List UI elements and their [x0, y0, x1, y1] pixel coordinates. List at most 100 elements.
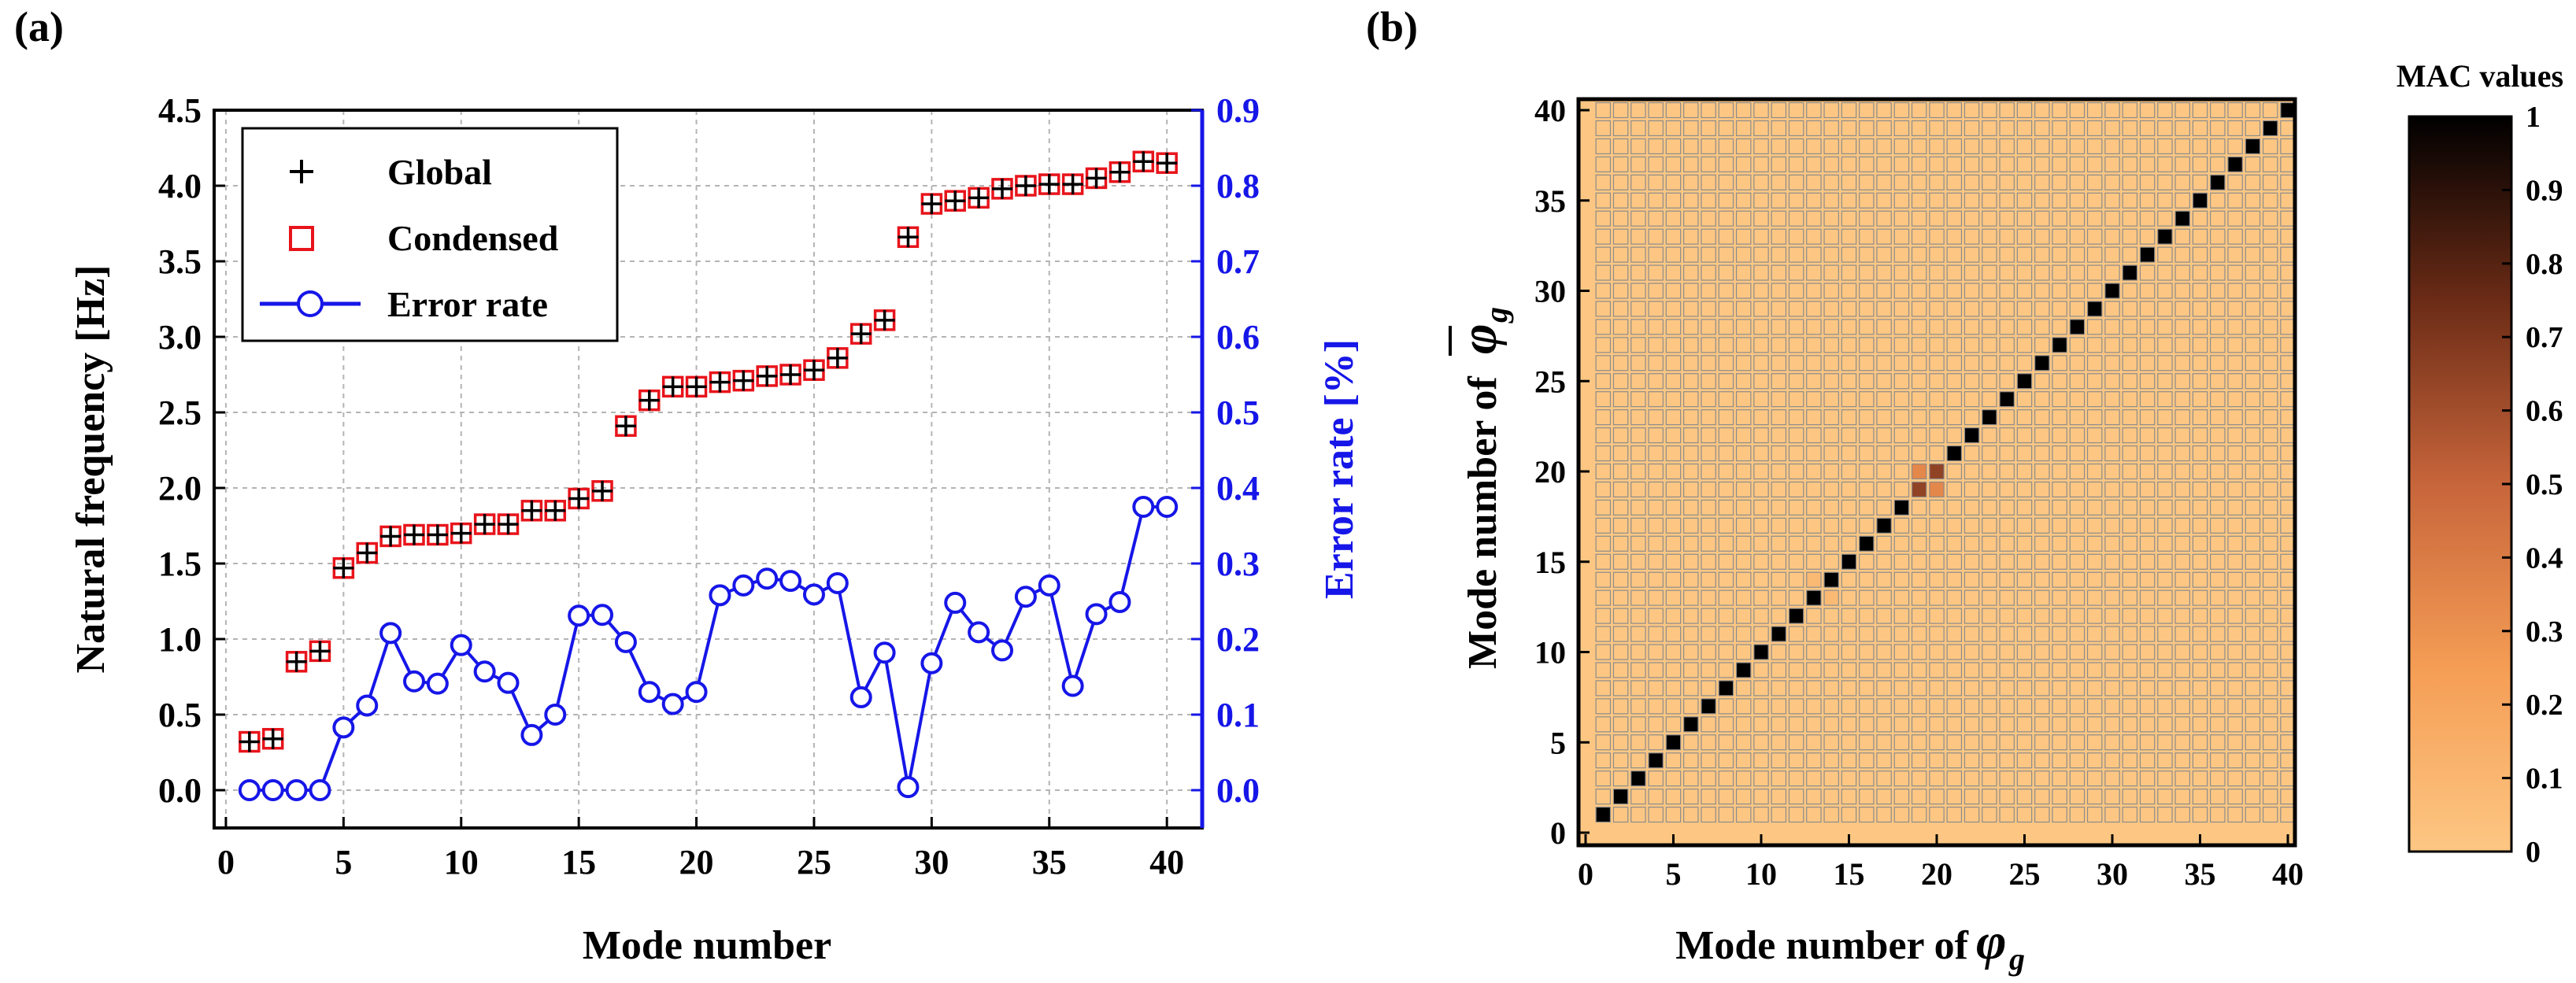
heatmap-cell [2052, 789, 2067, 805]
heatmap-cell [2227, 301, 2243, 317]
heatmap-cell [1753, 535, 1769, 552]
heatmap-cell [2227, 156, 2243, 172]
heatmap-cell [1612, 283, 1629, 299]
heatmap-cell [1753, 517, 1769, 534]
heatmap-cell [1630, 246, 1646, 263]
heatmap-cell [2016, 427, 2033, 444]
heatmap-cell [2174, 192, 2190, 209]
heatmap-cell [1735, 481, 1752, 498]
heatmap-cell [2016, 806, 2033, 823]
heatmap-cell [1665, 698, 1682, 715]
heatmap-cell [2122, 644, 2138, 660]
error-rate-point [473, 660, 496, 683]
heatmap-cell [1648, 355, 1664, 371]
heatmap-cell [2069, 373, 2086, 390]
heatmap-cell [1771, 138, 1787, 154]
heatmap-cell [1595, 752, 1612, 769]
heatmap-cell [2227, 246, 2243, 263]
heatmap-cell [2174, 283, 2190, 299]
heatmap-cell [1982, 463, 1997, 480]
heatmap-cell [1963, 264, 1980, 281]
heatmap-cell [1893, 427, 1910, 444]
heatmap-cell [2052, 138, 2067, 154]
heatmap-cell [2052, 174, 2067, 190]
heatmap-cell [1999, 391, 2015, 408]
heatmap-cell [1630, 535, 1646, 552]
heatmap-cell [1595, 192, 1612, 209]
heatmap-cell [2210, 806, 2226, 823]
heatmap-cell [1841, 789, 1857, 805]
error-rate-point [402, 670, 425, 693]
heatmap-cell [2104, 608, 2120, 624]
heatmap-cell [2262, 734, 2278, 751]
heatmap-cell [2174, 553, 2190, 570]
heatmap-cell [1841, 771, 1857, 787]
heatmap-cell [1841, 337, 1857, 353]
heatmap-cell [1718, 608, 1734, 624]
panel-a-marks [238, 150, 1179, 801]
heatmap-cell [1771, 192, 1787, 209]
heatmap-cell [1841, 264, 1857, 281]
heatmap-cell [2280, 210, 2296, 227]
heatmap-cell [2139, 535, 2156, 552]
heatmap-cell [2034, 662, 2050, 678]
heatmap-cell [1893, 789, 1910, 805]
heatmap-cell [1648, 283, 1664, 299]
heatmap-cell [2139, 156, 2156, 172]
global-point [709, 371, 731, 393]
heatmap-cell [1788, 481, 1804, 498]
heatmap-cell [2227, 553, 2243, 570]
heatmap-cell [2016, 553, 2033, 570]
heatmap-cell [2245, 427, 2261, 444]
heatmap-cell [2016, 626, 2033, 642]
heatmap-cell [2157, 174, 2173, 190]
heatmap-cell [2192, 752, 2208, 769]
heatmap-cell [2122, 391, 2138, 408]
heatmap-cell [1929, 156, 1945, 172]
heatmap-cell [1665, 553, 1682, 570]
heatmap-cell [2210, 771, 2226, 787]
heatmap-cell [1911, 589, 1927, 606]
heatmap-cell [1911, 120, 1927, 137]
heatmap-cell [1876, 427, 1892, 444]
heatmap-cell [1735, 264, 1752, 281]
heatmap-cell [2280, 517, 2296, 534]
heatmap-y-tick-label: 10 [1534, 635, 1566, 671]
heatmap-cell [2086, 626, 2103, 642]
error-rate-point [591, 604, 614, 626]
heatmap-cell [2104, 174, 2120, 190]
heatmap-cell [1718, 463, 1734, 480]
heatmap-cell [1771, 156, 1787, 172]
heatmap-cell [2280, 102, 2296, 119]
heatmap-cell [1929, 228, 1945, 245]
heatmap-cell [2280, 771, 2296, 787]
heatmap-cell [1806, 752, 1822, 769]
heatmap-cell [1841, 517, 1857, 534]
heatmap-cell [1999, 481, 2015, 498]
heatmap-cell [2210, 553, 2226, 570]
heatmap-cell [2104, 499, 2120, 516]
heatmap-cell [2227, 174, 2243, 190]
heatmap-cell [2227, 626, 2243, 642]
heatmap-cell [1929, 771, 1945, 787]
heatmap-cell [1876, 589, 1892, 606]
heatmap-cell [1929, 806, 1945, 823]
heatmap-cell [2174, 120, 2190, 137]
heatmap-cell [1806, 102, 1822, 119]
heatmap-cell [1735, 517, 1752, 534]
heatmap-cell [1753, 463, 1769, 480]
y-left-tick-label: 4.5 [158, 91, 202, 130]
heatmap-cell [1859, 789, 1875, 805]
heatmap-cell [1701, 535, 1716, 552]
heatmap-cell [1718, 210, 1734, 227]
heatmap-cell [1963, 409, 1980, 426]
heatmap-cell [1946, 481, 1963, 498]
heatmap-cell [1648, 644, 1664, 660]
heatmap-cell [1718, 264, 1734, 281]
heatmap-cell [2016, 337, 2033, 353]
heatmap-cell [2122, 698, 2138, 715]
heatmap-cell [1999, 102, 2015, 119]
heatmap-cell [1806, 192, 1822, 209]
heatmap-cell [1982, 806, 1997, 823]
heatmap-cell [1876, 499, 1892, 516]
